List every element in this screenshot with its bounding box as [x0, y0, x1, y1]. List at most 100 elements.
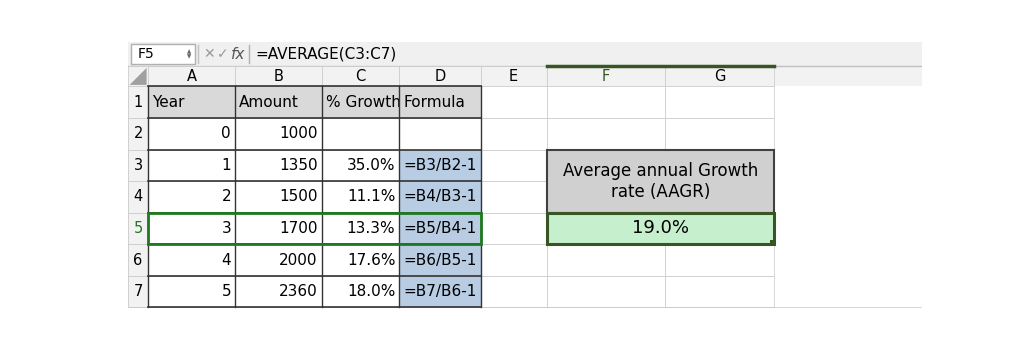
Bar: [322, 66, 399, 86]
Bar: [148, 213, 234, 244]
Bar: [128, 66, 922, 86]
Bar: [322, 181, 399, 213]
Text: ▲: ▲: [187, 49, 191, 54]
Bar: [547, 86, 665, 118]
Text: ✕: ✕: [203, 47, 214, 61]
Bar: [234, 150, 322, 181]
Text: =AVERAGE(C3:C7): =AVERAGE(C3:C7): [255, 47, 396, 62]
Bar: [128, 86, 148, 118]
Text: 1500: 1500: [280, 189, 317, 204]
Text: 4: 4: [221, 253, 231, 268]
Text: 1: 1: [133, 95, 142, 110]
Bar: [148, 276, 234, 307]
Bar: [148, 244, 234, 276]
Bar: [547, 213, 665, 244]
Text: =B3/B2-1: =B3/B2-1: [403, 158, 476, 173]
Bar: [234, 86, 322, 118]
Text: 18.0%: 18.0%: [347, 284, 395, 299]
Bar: [665, 118, 774, 150]
Bar: [399, 244, 480, 276]
Bar: [547, 181, 665, 213]
Bar: [399, 244, 480, 276]
Text: F5: F5: [137, 47, 154, 61]
Text: 2360: 2360: [280, 284, 317, 299]
Text: Formula: Formula: [403, 95, 465, 110]
Text: ▼: ▼: [187, 55, 191, 60]
Bar: [770, 240, 775, 245]
Bar: [128, 213, 148, 244]
Bar: [128, 86, 148, 118]
Bar: [665, 150, 774, 181]
Bar: [547, 213, 774, 244]
Bar: [480, 276, 547, 307]
Bar: [128, 181, 148, 213]
Text: 5: 5: [221, 284, 231, 299]
Bar: [148, 66, 234, 86]
Text: 2: 2: [221, 189, 231, 204]
Bar: [399, 86, 480, 118]
Text: B: B: [273, 69, 284, 84]
Bar: [399, 86, 480, 118]
Bar: [148, 150, 234, 181]
Bar: [480, 244, 547, 276]
Text: F: F: [602, 69, 610, 84]
Bar: [399, 213, 480, 244]
Bar: [128, 42, 922, 66]
Bar: [148, 118, 234, 150]
Text: G: G: [714, 69, 725, 84]
Text: 17.6%: 17.6%: [347, 253, 395, 268]
Bar: [322, 244, 399, 276]
Bar: [128, 244, 148, 276]
Bar: [547, 66, 665, 86]
Bar: [480, 66, 547, 86]
Bar: [128, 118, 148, 150]
Bar: [547, 276, 665, 307]
Text: 5: 5: [133, 221, 142, 236]
Text: % Growth: % Growth: [326, 95, 400, 110]
Bar: [128, 66, 148, 86]
Bar: [480, 86, 547, 118]
Bar: [234, 118, 322, 150]
Text: Amount: Amount: [239, 95, 299, 110]
Bar: [665, 66, 774, 86]
Bar: [234, 86, 322, 118]
Bar: [480, 181, 547, 213]
Text: Average annual Growth
rate (AAGR): Average annual Growth rate (AAGR): [563, 162, 758, 200]
Bar: [148, 213, 480, 244]
Bar: [480, 118, 547, 150]
Bar: [399, 150, 480, 181]
Text: 1000: 1000: [280, 126, 317, 141]
Polygon shape: [130, 68, 146, 85]
Bar: [234, 66, 322, 86]
Text: fx: fx: [230, 47, 245, 62]
Bar: [547, 150, 665, 181]
Bar: [399, 150, 480, 181]
Text: 4: 4: [133, 189, 142, 204]
Bar: [322, 276, 399, 307]
Text: Year: Year: [152, 95, 184, 110]
Text: 3: 3: [133, 158, 142, 173]
Text: 1: 1: [221, 158, 231, 173]
Bar: [128, 244, 148, 276]
Text: D: D: [434, 69, 445, 84]
Text: 19.0%: 19.0%: [632, 220, 689, 237]
Bar: [399, 66, 480, 86]
Text: =B7/B6-1: =B7/B6-1: [403, 284, 476, 299]
Bar: [665, 213, 774, 244]
Text: 6: 6: [133, 253, 142, 268]
Bar: [399, 181, 480, 213]
Bar: [665, 86, 774, 118]
Bar: [128, 118, 148, 150]
Bar: [234, 244, 322, 276]
Bar: [480, 150, 547, 181]
Bar: [547, 118, 665, 150]
Bar: [547, 244, 665, 276]
Bar: [148, 86, 234, 118]
Text: 35.0%: 35.0%: [347, 158, 395, 173]
Bar: [665, 276, 774, 307]
Bar: [128, 150, 148, 181]
Text: 1700: 1700: [280, 221, 317, 236]
Text: 3: 3: [221, 221, 231, 236]
Bar: [128, 150, 148, 181]
Text: 2: 2: [133, 126, 142, 141]
